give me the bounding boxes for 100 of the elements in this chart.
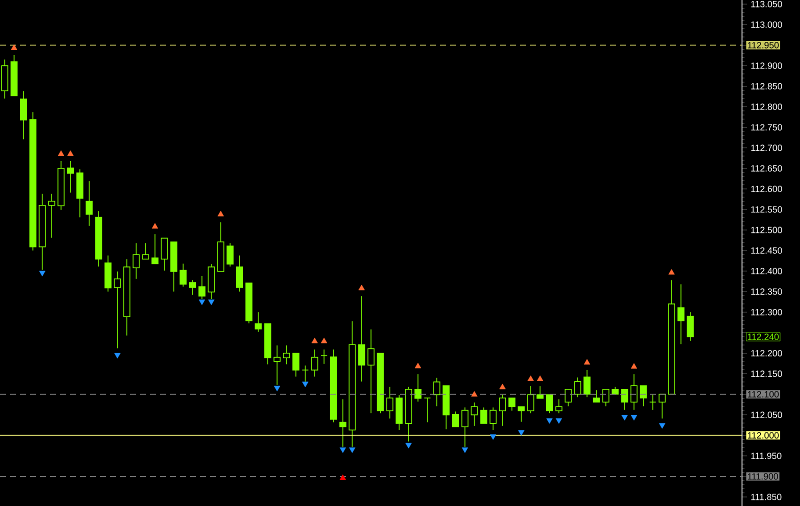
candlestick <box>640 385 647 407</box>
point <box>274 386 280 392</box>
ref-line-label: 112.100 <box>748 391 779 398</box>
candlestick <box>142 242 150 260</box>
candlestick <box>490 407 497 430</box>
point <box>471 391 478 397</box>
candlestick <box>160 238 168 272</box>
candlestick <box>470 402 478 426</box>
candlestick <box>274 345 281 386</box>
y-tick-label: 112.600 <box>751 186 782 192</box>
candlestick <box>20 90 27 140</box>
candlestick <box>189 280 196 296</box>
point <box>462 447 468 453</box>
y-tick-label: 112.750 <box>751 124 782 131</box>
y-tick-label: 111.850 <box>751 494 782 500</box>
point <box>546 418 553 424</box>
candlestick <box>564 388 572 407</box>
candlestick <box>114 271 121 349</box>
point <box>39 270 46 276</box>
y-tick-label: 113.000 <box>751 21 782 28</box>
candlestick <box>518 406 525 422</box>
point <box>340 447 346 453</box>
y-tick-label: 112.800 <box>751 104 782 110</box>
candlestick <box>236 255 244 292</box>
y-tick-label: 112.400 <box>751 268 782 274</box>
candlestick <box>311 349 318 378</box>
candlestick <box>630 374 638 410</box>
point <box>358 284 365 290</box>
candlestick <box>180 263 187 288</box>
y-tick-label: 113.050 <box>751 0 782 8</box>
point <box>528 375 534 381</box>
point <box>114 352 121 358</box>
candlestick <box>574 377 582 398</box>
candlestick <box>555 398 562 414</box>
y-tick-label: 112.700 <box>751 144 782 152</box>
candlestick <box>508 398 516 412</box>
point <box>198 300 206 306</box>
y-tick-label: 112.050 <box>751 412 782 418</box>
candlestick <box>499 394 506 426</box>
candlestick <box>546 394 553 414</box>
point <box>320 338 328 344</box>
point <box>630 414 638 420</box>
ref-line-label: 112.950 <box>748 42 779 48</box>
point <box>584 359 590 365</box>
candlestick <box>584 370 591 398</box>
candlestick <box>527 386 534 414</box>
y-tick-label: 112.850 <box>751 83 782 90</box>
candlestick <box>226 242 234 267</box>
point <box>405 442 412 448</box>
candlestick <box>424 398 431 423</box>
candlestick <box>480 407 488 424</box>
point <box>630 363 638 369</box>
y-tick-label: 112.550 <box>751 206 782 213</box>
y-tick-label: 112.900 <box>751 62 782 69</box>
candlestick <box>282 345 290 365</box>
candlestick <box>677 284 684 345</box>
y-tick-label: 111.950 <box>751 452 782 460</box>
candlestick <box>658 394 666 419</box>
point <box>312 338 318 344</box>
y-tick-label: 112.650 <box>751 165 782 172</box>
point <box>218 210 224 216</box>
candlestick <box>254 312 262 332</box>
candlestick <box>86 180 93 226</box>
text: 112.240 <box>748 334 779 340</box>
candlestick <box>368 328 375 414</box>
point <box>621 414 628 420</box>
point <box>536 375 544 381</box>
candlestick <box>649 394 656 410</box>
candlestick <box>602 388 610 407</box>
y-tick-label: 112.500 <box>751 226 782 234</box>
candlestick <box>132 242 140 280</box>
candlestick <box>686 312 694 342</box>
point <box>499 384 506 390</box>
candlestick <box>48 193 56 238</box>
y-tick-label: 112.350 <box>751 288 782 295</box>
candlestick <box>621 388 628 410</box>
candlestick <box>592 390 600 402</box>
candlestick <box>292 352 300 378</box>
point <box>490 434 496 440</box>
candlestick <box>536 386 544 399</box>
candlestick <box>386 386 394 419</box>
candlestick <box>198 276 206 300</box>
point <box>349 447 356 453</box>
y-tick-label: 112.200 <box>751 350 782 356</box>
point <box>67 150 74 156</box>
point <box>556 418 562 424</box>
candlestick <box>433 377 440 407</box>
point <box>302 382 308 388</box>
y-tick-label: 112.450 <box>751 247 782 254</box>
y-tick-label: 112.150 <box>751 370 782 377</box>
candlestick <box>358 296 366 382</box>
candlestick <box>414 374 422 402</box>
candlestick <box>452 411 460 428</box>
candlestick <box>302 365 309 382</box>
ref-line-label: 111.900 <box>748 473 778 480</box>
point <box>58 150 64 156</box>
candlestick <box>461 407 468 448</box>
point <box>414 362 422 368</box>
candlestick <box>66 160 74 194</box>
candlestick <box>339 398 346 448</box>
